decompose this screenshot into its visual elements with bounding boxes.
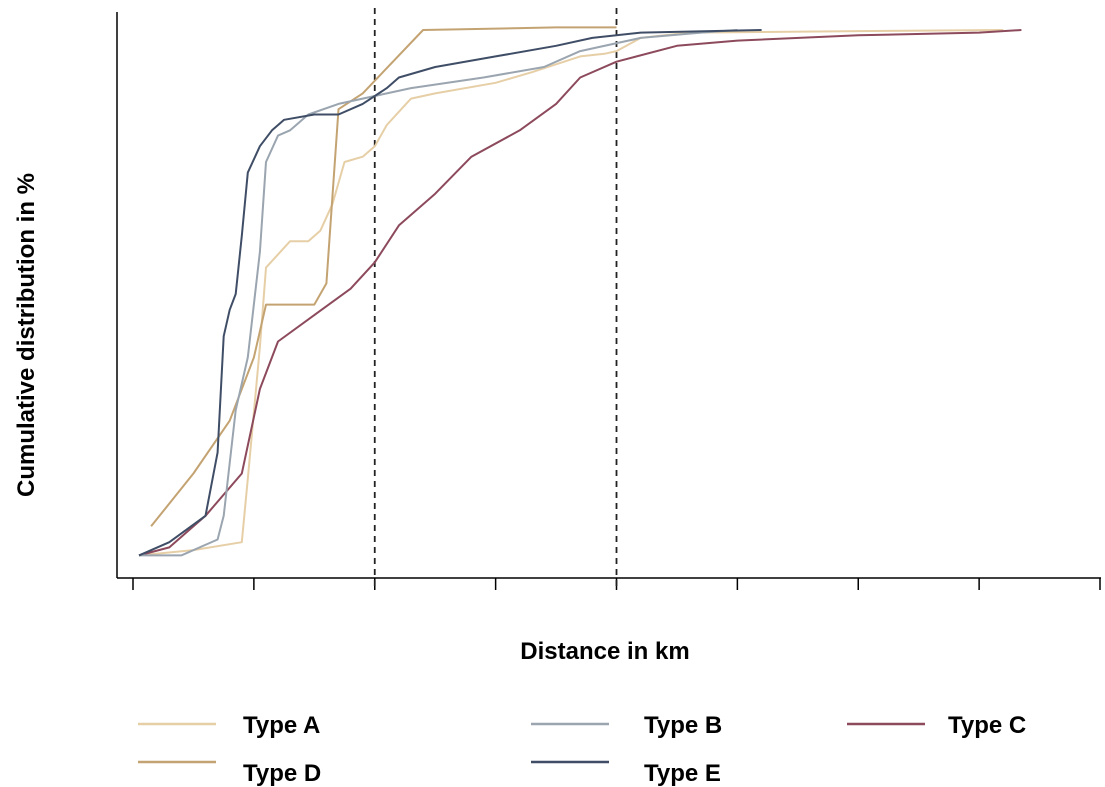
legend-item-type-b: Type B <box>531 712 722 739</box>
legend-item-type-a: Type A <box>138 712 320 739</box>
series-line-type-a <box>138 29 1004 557</box>
legend-item-type-c: Type C <box>847 712 1026 739</box>
legend: Type A Type B Type C Type D Type E <box>138 712 1026 787</box>
series-lines <box>138 26 1022 557</box>
legend-label-type-a: Type A <box>243 712 320 739</box>
legend-label-type-d: Type D <box>243 760 321 787</box>
reference-lines <box>373 8 618 590</box>
legend-label-type-e: Type E <box>644 760 721 787</box>
series-line-type-b <box>139 29 738 557</box>
plot-area <box>116 8 1101 590</box>
series-line-type-d <box>150 26 617 527</box>
series-line-type-c <box>138 29 1022 557</box>
legend-item-type-e: Type E <box>531 760 721 787</box>
legend-item-type-d: Type D <box>138 760 321 787</box>
series-line-type-e <box>138 29 762 557</box>
y-axis-label: Cumulative distribution in % <box>13 173 40 497</box>
legend-label-type-b: Type B <box>644 712 722 739</box>
x-axis-label: Distance in km <box>520 638 689 665</box>
legend-label-type-c: Type C <box>948 712 1026 739</box>
